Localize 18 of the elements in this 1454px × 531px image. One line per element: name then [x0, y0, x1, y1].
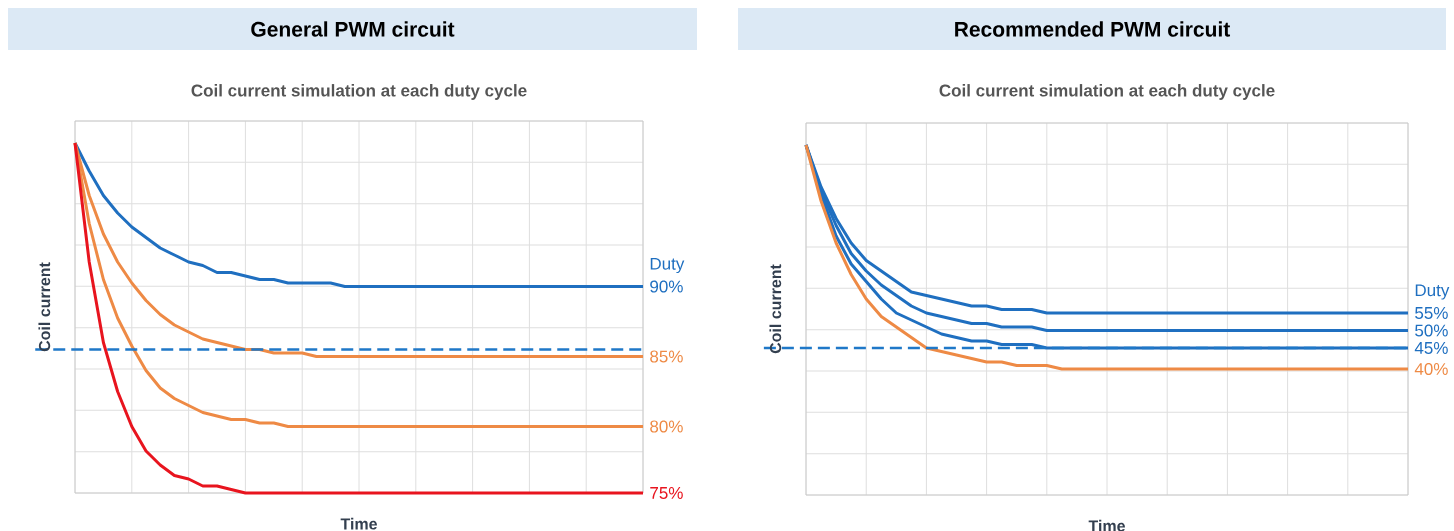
legend-title: Duty [650, 257, 685, 274]
series-label: 85% [650, 350, 683, 363]
series-label: 50% [1415, 324, 1448, 337]
chart-subtitle: Coil current simulation at each duty cycle [191, 84, 527, 100]
series-label: 40% [1414, 363, 1448, 376]
legend-title: Duty [1415, 284, 1450, 300]
x-axis-title: Time [1088, 519, 1125, 531]
x-axis-title: Time [340, 517, 377, 530]
series-label: 90% [650, 280, 683, 293]
chart-title: General PWM circuit [251, 21, 455, 37]
chart-title: Recommended PWM circuit [955, 21, 1231, 37]
y-axis-title: Coil current [38, 262, 51, 352]
series-label: 55% [1415, 307, 1448, 319]
y-axis-title: Coil current [769, 264, 782, 354]
series-label: 75% [650, 487, 683, 499]
series-label: 45% [1414, 342, 1448, 354]
chart-subtitle: Coil current simulation at each duty cycle [939, 84, 1275, 100]
series-label: 80% [650, 420, 683, 433]
